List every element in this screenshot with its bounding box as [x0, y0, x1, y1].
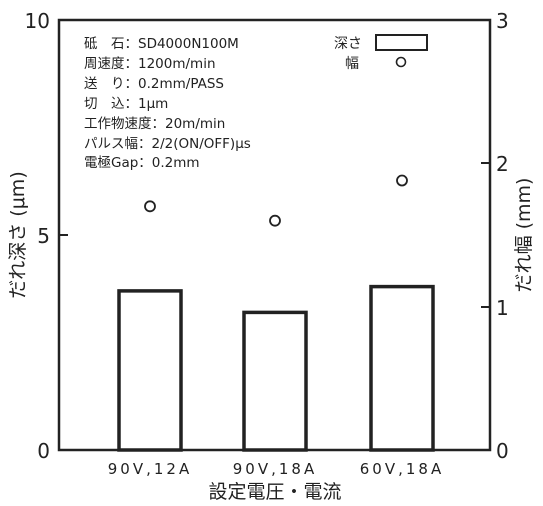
bar-60v-18a: [369, 284, 435, 452]
y-right-title: だれ幅 (mm): [513, 178, 535, 293]
right-tick-label-0: 0: [496, 439, 509, 463]
legend-circle-swatch: [395, 56, 407, 68]
point-90v-12a: [144, 200, 156, 213]
legend-label-width: 幅: [345, 56, 359, 72]
left-tick-label-5: 5: [37, 224, 50, 248]
point-60v-18a: [396, 174, 408, 187]
condition-electrode-gap: 電極Gap：0.2mm: [84, 155, 200, 171]
point-90v-18a: [269, 214, 281, 227]
condition-work-speed: 工作物速度：20m/min: [84, 116, 225, 132]
x-tick-label-2: 90V,18A: [233, 460, 317, 478]
right-axis: 0 1 2 3: [481, 9, 509, 463]
right-tick-label-2: 2: [496, 152, 509, 176]
left-axis: 0 5 10: [25, 9, 68, 463]
x-tick-label-1: 90V,12A: [108, 460, 192, 478]
condition-feed: 送 り：0.2mm/PASS: [84, 76, 224, 92]
bar-90v-18a: [242, 310, 308, 452]
legend-bar-swatch: [375, 34, 428, 51]
y-left-title: だれ深さ (μm): [7, 171, 29, 298]
condition-wheel: 砥 石：SD4000N100M: [84, 36, 239, 52]
left-tick-label-0: 0: [37, 439, 50, 463]
x-tick-label-3: 60V,18A: [360, 460, 444, 478]
condition-pulse-width: パルス幅：2/2(ON/OFF)μs: [84, 136, 251, 152]
conditions-block: 砥 石：SD4000N100M 周速度：1200m/min 送 り：0.2mm/…: [84, 36, 251, 171]
condition-depth-of-cut: 切 込：1μm: [84, 96, 168, 112]
point-series: [144, 174, 408, 227]
bar-90v-12a: [117, 289, 183, 452]
bar-series: [117, 284, 435, 452]
right-tick-label-1: 1: [496, 296, 509, 320]
left-tick-label-10: 10: [25, 9, 50, 33]
condition-peripheral-speed: 周速度：1200m/min: [84, 56, 216, 72]
right-tick-label-3: 3: [496, 9, 509, 33]
legend: 深さ 幅: [334, 34, 428, 72]
x-axis-title: 設定電圧・電流: [208, 481, 341, 503]
legend-label-depth: 深さ: [334, 36, 362, 52]
